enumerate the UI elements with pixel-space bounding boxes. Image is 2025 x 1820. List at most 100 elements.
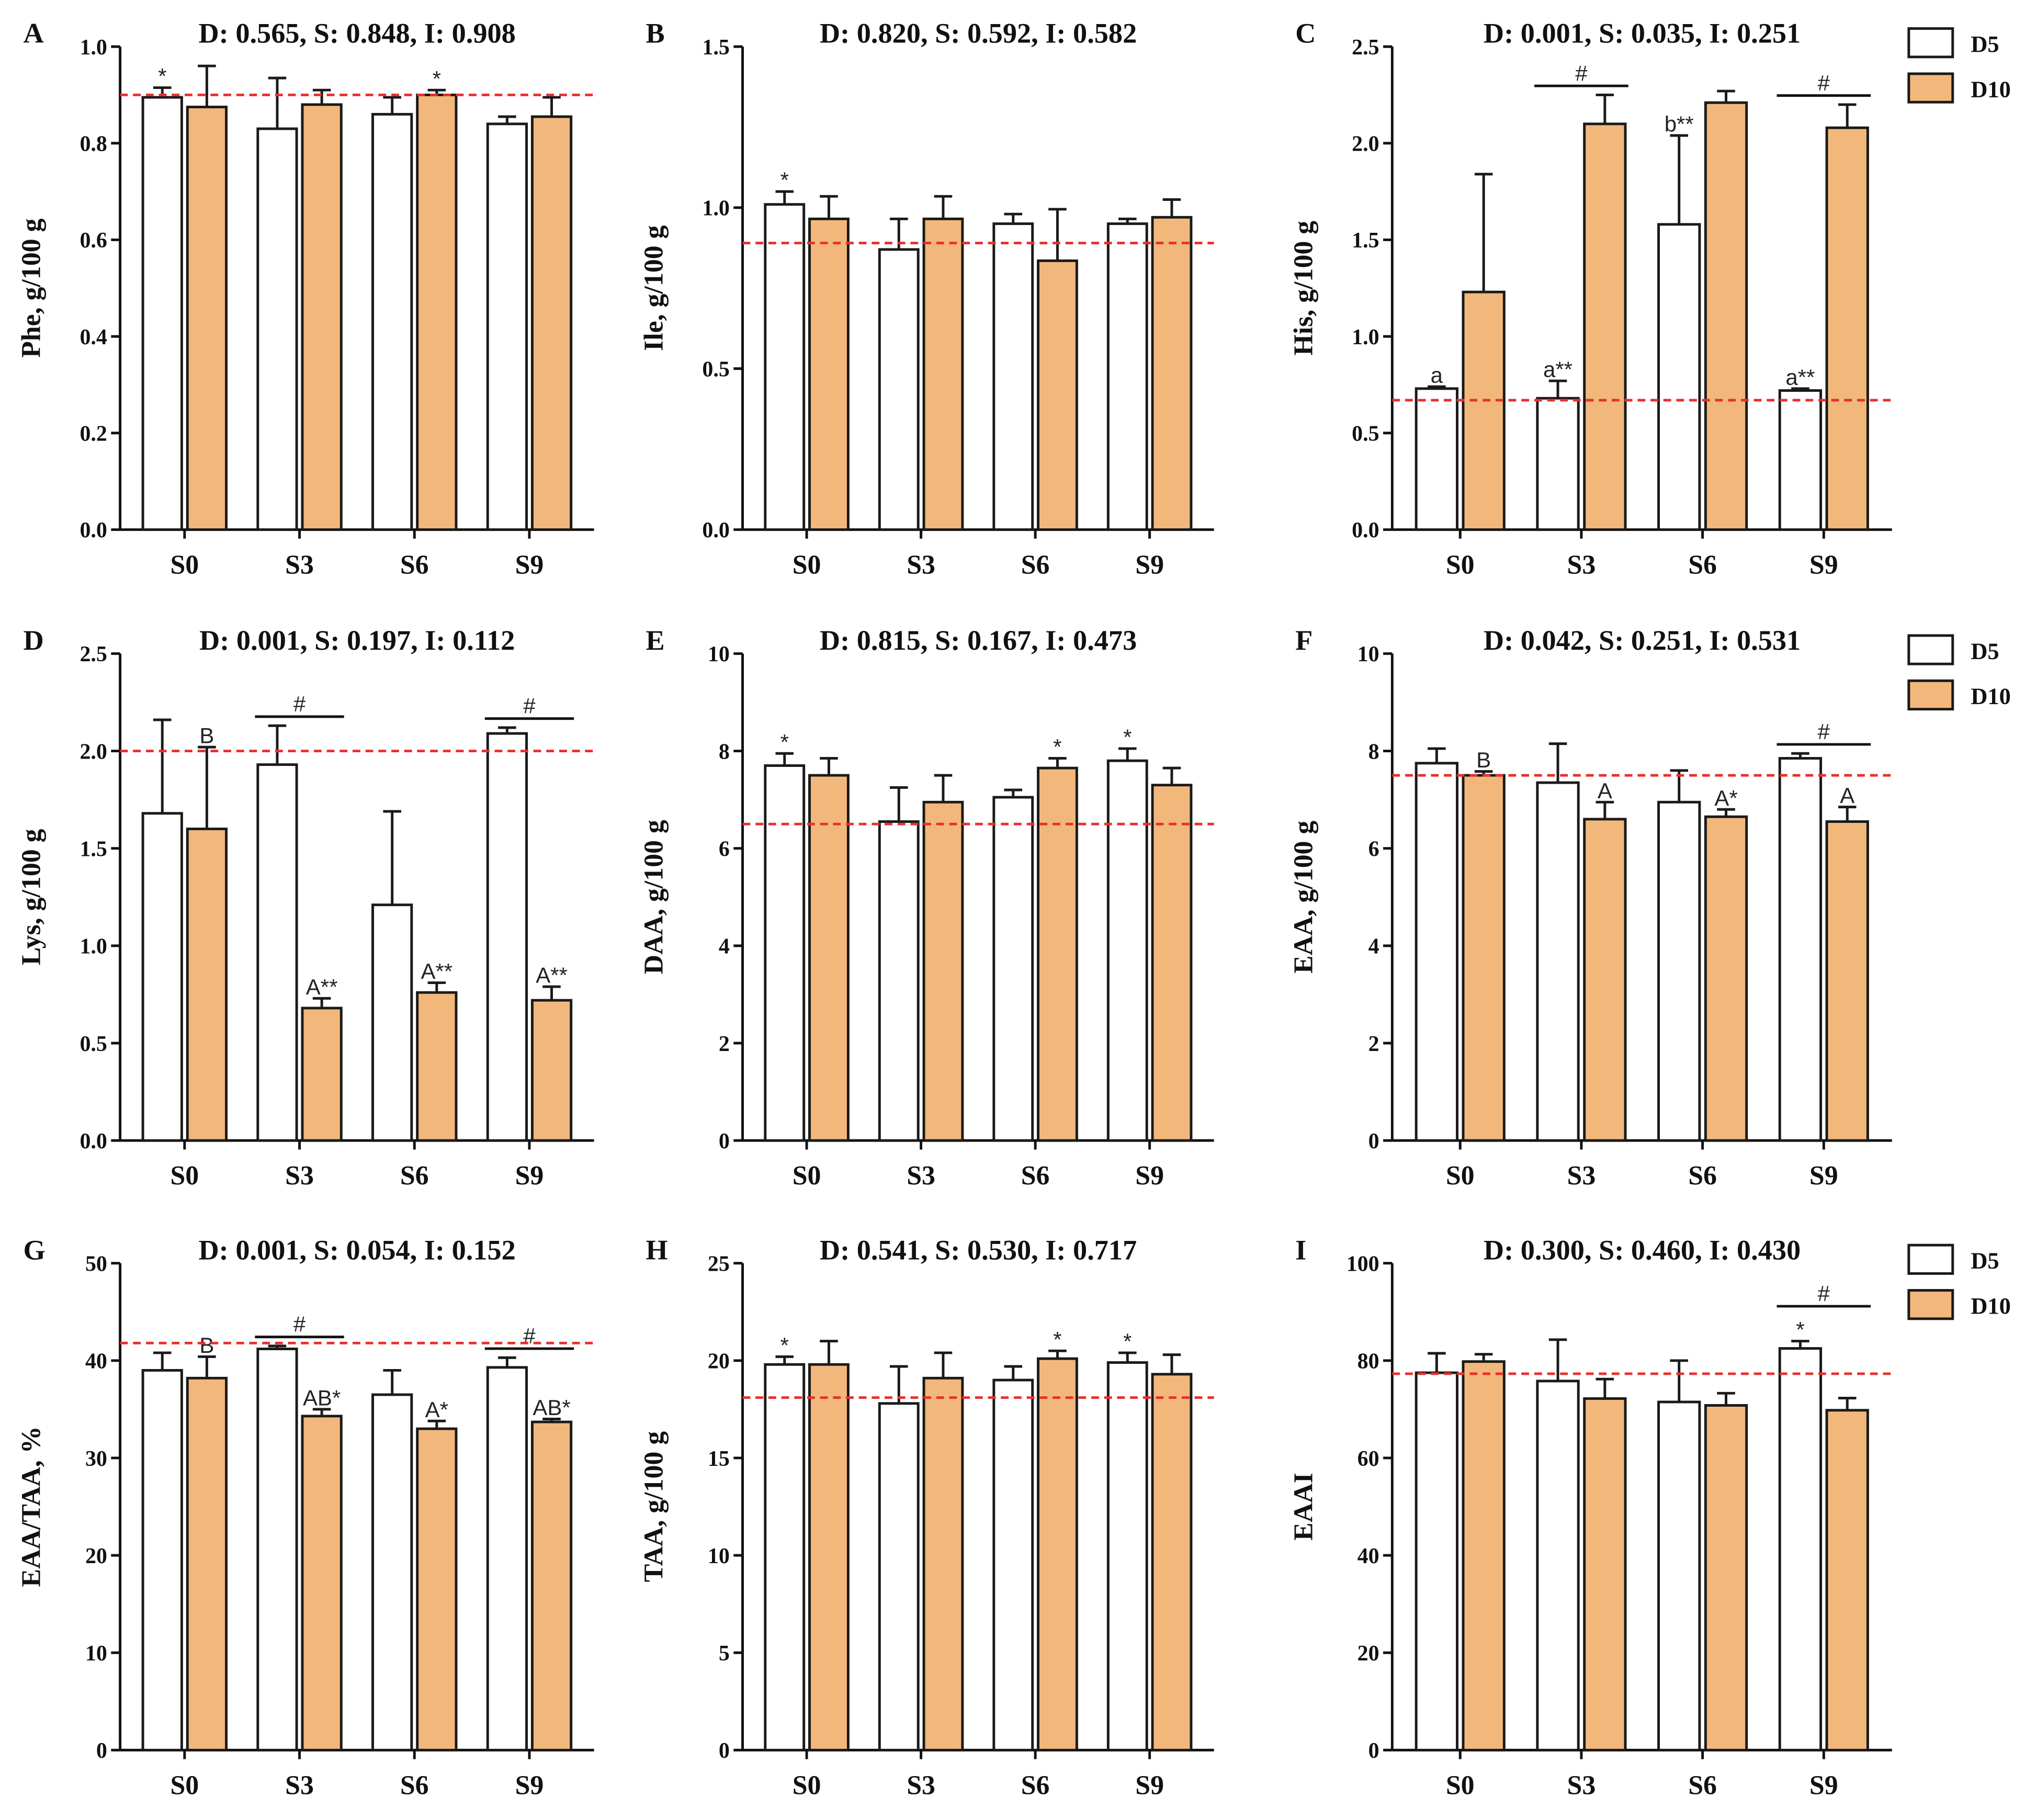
y-tick-label: 0.8 (80, 132, 107, 156)
y-tick-label: 0.4 (80, 325, 107, 349)
bracket-label: # (1818, 1281, 1830, 1306)
y-axis-label: Ile, g/100 g (639, 225, 669, 351)
legend-label-d10: D10 (1971, 76, 2011, 102)
y-tick-label: 10 (1357, 642, 1379, 666)
panel-c: C D: 0.001, S: 0.035, I: 0.251 His, g/100 … (1288, 18, 2011, 580)
legend-label-d10: D10 (1971, 683, 2011, 709)
y-tick-label: 1.0 (702, 197, 729, 221)
x-tick-label: S0 (170, 1161, 199, 1191)
significance-label: * (1796, 1317, 1804, 1342)
y-tick-label: 80 (1357, 1350, 1379, 1374)
y-tick-label: 1.5 (1352, 229, 1379, 253)
x-tick-label: S3 (907, 1161, 935, 1191)
bar-d5-s6 (1657, 800, 1701, 1142)
significance-label: * (780, 168, 789, 193)
panel-title: D: 0.001, S: 0.197, I: 0.112 (199, 625, 515, 656)
bar-d5-s3 (256, 127, 298, 531)
x-tick-label: S0 (793, 1161, 821, 1191)
significance-label: * (1053, 734, 1061, 759)
x-tick-label: S0 (1446, 550, 1475, 580)
x-tick-label: S6 (1688, 550, 1717, 580)
bar-d10-s6 (1037, 1357, 1078, 1751)
x-tick-label: S3 (285, 550, 314, 580)
bar-d5-s3 (1536, 781, 1580, 1142)
legend-label-d5: D5 (1971, 31, 1999, 57)
bar-d5-s0 (1415, 762, 1458, 1142)
bar-d10-s3 (301, 103, 343, 531)
bar-d5-s3 (256, 1348, 298, 1751)
bracket-label: # (1575, 61, 1588, 85)
significance-label: B (199, 724, 214, 748)
y-tick-label: 0 (96, 1739, 107, 1763)
panel-letter: C (1295, 18, 1316, 49)
x-tick-label: S3 (1567, 1161, 1596, 1191)
y-axis-label: DAA, g/100 g (639, 820, 669, 974)
significance-label: a (1431, 363, 1443, 388)
bar-d5-s9 (1778, 389, 1823, 531)
x-tick-label: S3 (1567, 1770, 1596, 1800)
bar-d10-s9 (1151, 784, 1193, 1142)
bar-d10-s6 (416, 93, 458, 531)
x-tick-label: S6 (1021, 1161, 1050, 1191)
panel-title: D: 0.001, S: 0.035, I: 0.251 (1484, 18, 1801, 49)
bar-d10-s0 (808, 774, 850, 1142)
legend-label-d5: D5 (1971, 1248, 1999, 1274)
bracket-label: # (1818, 719, 1830, 744)
significance-label: a** (1785, 365, 1815, 389)
y-tick-label: 0.2 (80, 422, 107, 446)
x-tick-label: S3 (907, 1770, 935, 1800)
y-tick-label: 0.0 (80, 518, 107, 542)
bar-d5-s9 (1778, 1347, 1823, 1751)
x-tick-label: S6 (1688, 1161, 1717, 1191)
panel-d: D D: 0.001, S: 0.197, I: 0.112 Lys, g/100 … (17, 625, 594, 1191)
x-tick-label: S3 (285, 1770, 314, 1800)
y-tick-label: 6 (1368, 838, 1379, 862)
bar-d5-s0 (764, 203, 806, 531)
legend-swatch-d5 (1907, 1244, 1954, 1275)
bar-d5-s3 (256, 763, 298, 1142)
panel-letter: F (1295, 625, 1313, 656)
y-tick-label: 50 (85, 1252, 107, 1276)
y-axis-label: His, g/100 g (1288, 221, 1318, 356)
y-tick-label: 0 (719, 1129, 730, 1154)
x-tick-label: S9 (515, 1161, 544, 1191)
x-tick-label: S6 (1021, 1770, 1050, 1800)
y-tick-label: 0.0 (1352, 518, 1379, 542)
y-tick-label: 10 (85, 1642, 107, 1666)
bar-d5-s9 (1106, 222, 1148, 531)
y-tick-label: 0.0 (80, 1129, 107, 1154)
y-tick-label: 20 (1357, 1642, 1379, 1666)
bracket-label: # (523, 694, 536, 718)
bar-d10-s0 (1462, 774, 1506, 1142)
bar-d10-s0 (186, 106, 228, 531)
bar-d5-s9 (486, 1366, 528, 1751)
panel-title: D: 0.820, S: 0.592, I: 0.582 (820, 18, 1137, 49)
bar-d5-s9 (1106, 759, 1148, 1142)
significance-label: AB* (303, 1385, 341, 1410)
significance-label: A* (425, 1397, 448, 1422)
x-tick-label: S6 (400, 1161, 429, 1191)
y-tick-label: 2.0 (80, 740, 107, 764)
legend-label-d10: D10 (1971, 1293, 2011, 1319)
y-tick-label: 2.5 (1352, 36, 1379, 60)
y-tick-label: 0 (1368, 1739, 1379, 1763)
x-tick-label: S6 (400, 1770, 429, 1800)
bar-d10-s0 (808, 1363, 850, 1751)
significance-label: A** (421, 959, 453, 984)
significance-label: * (158, 64, 166, 88)
y-axis-label: EAA/TAA, % (17, 1426, 47, 1587)
bar-d10-s3 (922, 217, 964, 531)
panel-title: D: 0.001, S: 0.054, I: 0.152 (198, 1234, 515, 1265)
panel-title: D: 0.042, S: 0.251, I: 0.531 (1484, 625, 1801, 656)
y-tick-label: 1.0 (80, 935, 107, 959)
bracket-label: # (293, 1312, 306, 1337)
bar-d5-s3 (1536, 397, 1580, 531)
bar-d10-s6 (1704, 815, 1748, 1142)
bar-d5-s0 (1415, 1371, 1458, 1751)
x-tick-label: S6 (400, 550, 429, 580)
y-tick-label: 0.6 (80, 229, 107, 253)
bar-d10-s6 (416, 1427, 458, 1751)
panel-letter: G (23, 1234, 45, 1265)
bar-d10-s9 (530, 1420, 573, 1751)
